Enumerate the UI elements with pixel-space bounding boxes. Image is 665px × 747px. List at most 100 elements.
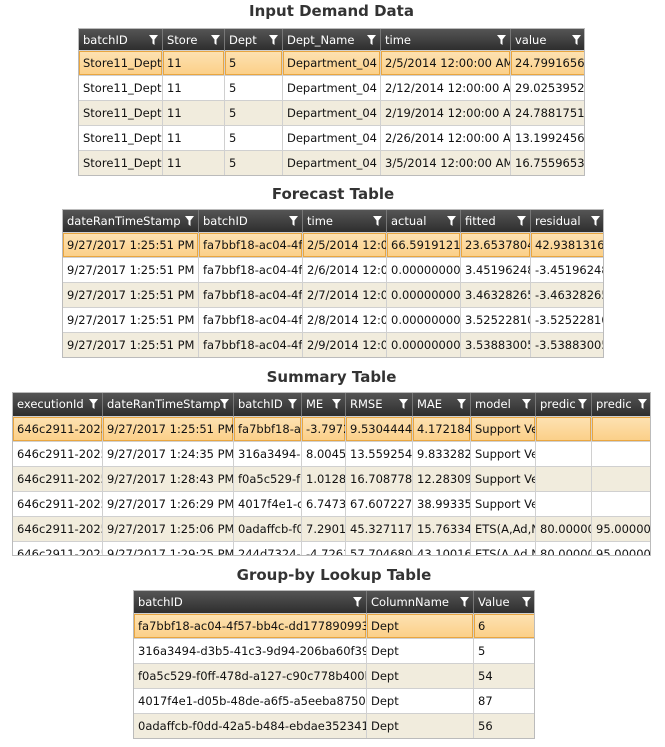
table-cell[interactable]: f0a5c529-f0ff-478d-a127-c90c778b400b <box>134 664 367 689</box>
filter-icon[interactable] <box>220 399 229 409</box>
table-cell[interactable]: 9/27/2017 1:25:51 PM <box>63 283 199 308</box>
filter-icon[interactable] <box>399 399 408 409</box>
column-header[interactable]: ColumnName <box>367 591 474 614</box>
table-cell[interactable]: ETS(A,Ad,N <box>471 542 536 555</box>
table-cell[interactable]: f0a5c529-f <box>234 467 302 492</box>
table-cell[interactable]: 2/5/2014 12:00:00 AM <box>381 51 511 76</box>
table-cell[interactable]: Store11_Dept5 <box>79 151 163 175</box>
table-cell[interactable] <box>536 417 592 442</box>
table-cell[interactable]: 56 <box>474 714 534 738</box>
table-cell[interactable]: Dept <box>367 664 474 689</box>
table-cell[interactable]: 0.00000000 <box>387 308 461 333</box>
table-cell[interactable]: 244d7324-d <box>234 542 302 555</box>
filter-icon[interactable] <box>89 399 98 409</box>
column-header[interactable]: Store <box>163 29 225 51</box>
table-cell[interactable]: 8.00452 <box>302 442 346 467</box>
table-cell[interactable]: 23.6537804 <box>461 233 531 258</box>
filter-icon[interactable] <box>289 216 298 226</box>
table-cell[interactable]: 87 <box>474 689 534 714</box>
column-header[interactable]: residual <box>531 210 603 233</box>
table-cell[interactable]: 2/5/2014 12:0 <box>303 233 387 258</box>
table-cell[interactable]: 12.283098 <box>413 467 471 492</box>
table-cell[interactable]: 2/19/2014 12:00:00 AM <box>381 101 511 126</box>
table-cell[interactable]: -3.53883005 <box>531 333 603 357</box>
table-cell[interactable]: 4017f4e1-d05b-48de-a6f5-a5eeba8750b7 <box>134 689 367 714</box>
table-cell[interactable]: fa7bbf18-ac04-4f5 <box>199 333 303 357</box>
table-cell[interactable]: 9.53044444 <box>346 417 413 442</box>
column-header[interactable]: RMSE <box>346 393 413 417</box>
table-cell[interactable]: 2/12/2014 12:00:00 AM <box>381 76 511 101</box>
table-cell[interactable]: 45.3271179 <box>346 517 413 542</box>
table-cell[interactable]: 316a3494-d3b5-41c3-9d94-206ba60f399b <box>134 639 367 664</box>
table-cell[interactable]: 42.93813168 <box>531 233 603 258</box>
filter-icon[interactable] <box>332 399 341 409</box>
table-cell[interactable]: 80.000000 <box>536 517 592 542</box>
column-header[interactable]: Dept <box>225 29 283 51</box>
table-cell[interactable]: Department_04 <box>283 151 381 175</box>
column-header[interactable]: batchID <box>134 591 367 614</box>
table-cell[interactable]: fa7bbf18-ac04-4f5 <box>199 308 303 333</box>
table-cell[interactable]: 5 <box>225 51 283 76</box>
table-cell[interactable] <box>536 467 592 492</box>
table-cell[interactable]: -3.46328265 <box>531 283 603 308</box>
table-cell[interactable]: 3.53883005 <box>461 333 531 357</box>
table-cell[interactable]: Dept <box>367 639 474 664</box>
table-cell[interactable]: 646c2911-2025 <box>13 492 103 517</box>
table-cell[interactable]: 9/27/2017 1:25:51 PM <box>103 417 234 442</box>
table-cell[interactable]: Dept <box>367 689 474 714</box>
column-header[interactable]: MAE <box>413 393 471 417</box>
table-cell[interactable]: Department_04 <box>283 101 381 126</box>
table-cell[interactable]: 0.00000000 <box>387 283 461 308</box>
table-cell[interactable]: Store11_Dept5 <box>79 51 163 76</box>
filter-icon[interactable] <box>497 35 506 45</box>
filter-icon[interactable] <box>185 216 194 226</box>
column-header[interactable]: executionId <box>13 393 103 417</box>
table-cell[interactable]: 5 <box>225 151 283 175</box>
table-cell[interactable]: 11 <box>163 151 225 175</box>
table-cell[interactable]: 16.75596536 <box>511 151 584 175</box>
table-cell[interactable]: -3.52522810 <box>531 308 603 333</box>
filter-icon[interactable] <box>457 399 466 409</box>
table-cell[interactable]: 0adaffcb-f0dd-42a5-b484-ebdae3523415 <box>134 714 367 738</box>
column-header[interactable]: model <box>471 393 536 417</box>
table-cell[interactable]: 9/27/2017 1:25:06 PM <box>103 517 234 542</box>
table-cell[interactable]: -3.7972 <box>302 417 346 442</box>
table-cell[interactable]: 9/27/2017 1:25:51 PM <box>63 258 199 283</box>
table-cell[interactable]: 13.5592540 <box>346 442 413 467</box>
filter-icon[interactable] <box>572 35 581 45</box>
table-cell[interactable]: 0adaffcb-f0 <box>234 517 302 542</box>
filter-icon[interactable] <box>578 399 587 409</box>
table-cell[interactable]: 24.78817519 <box>511 101 584 126</box>
column-header[interactable]: actual <box>387 210 461 233</box>
filter-icon[interactable] <box>460 597 469 607</box>
table-cell[interactable]: 646c2911-2025 <box>13 542 103 555</box>
table-cell[interactable]: Support Ve <box>471 417 536 442</box>
table-cell[interactable]: 9/27/2017 1:26:29 PM <box>103 492 234 517</box>
filter-icon[interactable] <box>373 216 382 226</box>
table-cell[interactable]: Store11_Dept5 <box>79 76 163 101</box>
filter-icon[interactable] <box>517 216 526 226</box>
table-cell[interactable]: 66.59191211 <box>387 233 461 258</box>
table-cell[interactable] <box>536 442 592 467</box>
table-cell[interactable]: 54 <box>474 664 534 689</box>
table-cell[interactable]: 11 <box>163 126 225 151</box>
table-cell[interactable]: fa7bbf18-ac04-4f57-bb4c-dd177890993d <box>134 614 367 639</box>
table-cell[interactable]: 316a3494-c <box>234 442 302 467</box>
table-cell[interactable]: 0.00000000 <box>387 333 461 357</box>
table-cell[interactable]: 4.1721845 <box>413 417 471 442</box>
table-cell[interactable]: 9/27/2017 1:24:35 PM <box>103 442 234 467</box>
table-cell[interactable]: Store11_Dept5 <box>79 126 163 151</box>
table-cell[interactable]: 9/27/2017 1:25:51 PM <box>63 308 199 333</box>
column-header[interactable]: predic <box>536 393 592 417</box>
filter-icon[interactable] <box>591 216 600 226</box>
table-cell[interactable]: Dept <box>367 614 474 639</box>
table-cell[interactable]: 95.000000 <box>592 517 650 542</box>
table-cell[interactable]: 7.2901 <box>302 517 346 542</box>
table-cell[interactable]: 9/27/2017 1:25:51 PM <box>63 333 199 357</box>
table-cell[interactable]: 5 <box>225 76 283 101</box>
column-header[interactable]: predic <box>592 393 650 417</box>
table-cell[interactable]: 9/27/2017 1:28:43 PM <box>103 467 234 492</box>
table-cell[interactable]: 2/7/2014 12:0 <box>303 283 387 308</box>
table-cell[interactable]: 3.46328265 <box>461 283 531 308</box>
table-cell[interactable]: Support Ve <box>471 467 536 492</box>
